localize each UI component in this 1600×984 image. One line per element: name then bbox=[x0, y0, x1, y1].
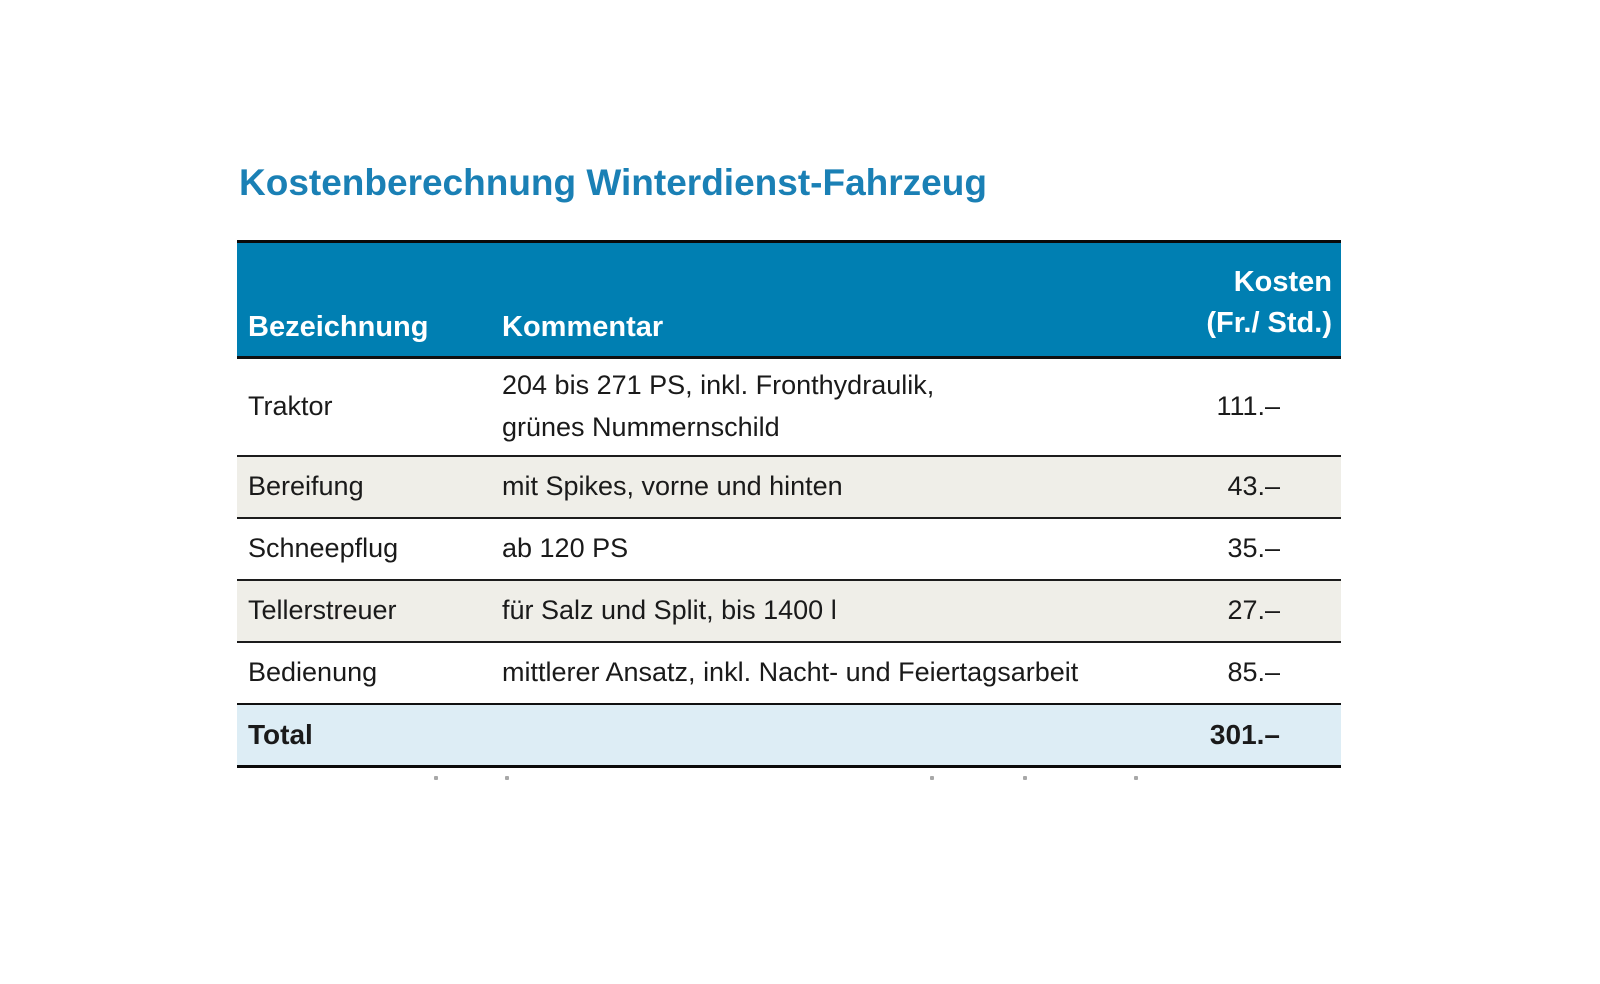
cell-kosten: 85.– bbox=[1227, 657, 1280, 688]
cell-kommentar: 204 bis 271 PS, inkl. Fronthydraulik, gr… bbox=[502, 370, 935, 442]
total-label: Total bbox=[248, 718, 313, 750]
table-total-row: Total 301.– bbox=[237, 704, 1341, 765]
page-title: Kostenberechnung Winterdienst-Fahrzeug bbox=[239, 162, 987, 203]
cut-off-text-remnant bbox=[930, 776, 934, 780]
cut-off-text-remnant bbox=[434, 776, 438, 780]
table-header-row: Bezeichnung Kommentar Kosten (Fr./ Std.) bbox=[237, 243, 1341, 359]
cost-table: Bezeichnung Kommentar Kosten (Fr./ Std.)… bbox=[237, 240, 1341, 768]
cut-off-text-remnant bbox=[1023, 776, 1027, 780]
cell-kommentar: mittlerer Ansatz, inkl. Nacht- und Feier… bbox=[502, 656, 1079, 687]
cell-bezeichnung: Bedienung bbox=[248, 657, 378, 688]
table-row: Traktor 204 bis 271 PS, inkl. Fronthydra… bbox=[237, 359, 1341, 457]
header-kommentar: Kommentar bbox=[502, 311, 664, 343]
cell-kommentar: mit Spikes, vorne und hinten bbox=[502, 470, 843, 501]
cell-bezeichnung: Schneepflug bbox=[248, 533, 399, 564]
total-kosten: 301.– bbox=[1209, 718, 1280, 750]
cell-kosten: 35.– bbox=[1227, 533, 1280, 564]
cut-off-text-remnant bbox=[505, 776, 509, 780]
cell-bezeichnung: Tellerstreuer bbox=[248, 595, 397, 626]
cell-kommentar: ab 120 PS bbox=[502, 532, 629, 563]
table-row: Bereifung mit Spikes, vorne und hinten 4… bbox=[237, 456, 1341, 519]
cell-kosten: 43.– bbox=[1227, 471, 1280, 502]
cut-off-text-remnant bbox=[1134, 776, 1138, 780]
table-row: Tellerstreuer für Salz und Split, bis 14… bbox=[237, 580, 1341, 643]
table-row: Bedienung mittlerer Ansatz, inkl. Nacht-… bbox=[237, 642, 1341, 705]
cell-kosten: 111.– bbox=[1216, 391, 1280, 422]
cell-kommentar: für Salz und Split, bis 1400 l bbox=[502, 594, 837, 625]
cell-bezeichnung: Traktor bbox=[248, 391, 333, 422]
cell-kosten: 27.– bbox=[1227, 595, 1280, 626]
table-row: Schneepflug ab 120 PS 35.– bbox=[237, 518, 1341, 581]
header-kosten: Kosten (Fr./ Std.) bbox=[1206, 265, 1332, 339]
cut-off-text-remnants bbox=[0, 775, 1600, 783]
header-bezeichnung: Bezeichnung bbox=[248, 311, 429, 343]
cell-bezeichnung: Bereifung bbox=[248, 471, 364, 502]
